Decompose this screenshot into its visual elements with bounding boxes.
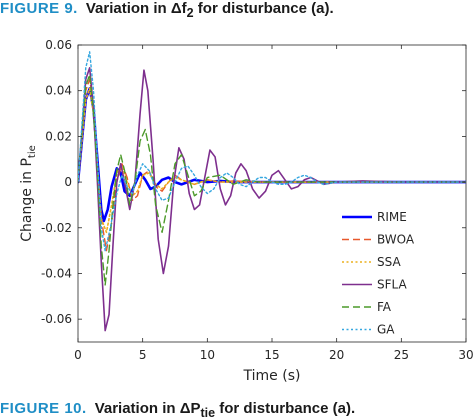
figure-caption-subscript: 2: [186, 6, 194, 20]
figure-caption: FIGURE 9. Variation in Δf2 for disturbanc…: [0, 0, 334, 20]
figure-caption-suffix: for disturbance (a).: [197, 0, 334, 17]
x-tick-label: 15: [264, 348, 279, 362]
next-figure-caption-suffix: for disturbance (a).: [219, 400, 356, 417]
legend-label-rime: RIME: [377, 210, 407, 224]
x-tick-label: 5: [139, 348, 147, 362]
y-tick-label: 0.02: [45, 129, 72, 143]
legend-label-fa: FA: [377, 300, 392, 314]
figure-label: FIGURE 9.: [0, 0, 78, 17]
y-tick-label: 0.04: [45, 84, 72, 98]
x-tick-label: 10: [200, 348, 215, 362]
plot-area: [77, 44, 467, 343]
series-line-ga: [78, 51, 466, 252]
y-tick-label: 0: [64, 175, 72, 189]
y-tick-label: 0.06: [45, 38, 72, 52]
y-tick-label: -0.06: [41, 312, 72, 326]
x-tick-label: 20: [329, 348, 344, 362]
plot-lines: [78, 51, 466, 332]
y-axis-label-main: Change in P: [19, 158, 35, 242]
legend-label-ga: GA: [377, 323, 395, 337]
legend-label-bwoa: BWOA: [377, 233, 415, 247]
axis-ticks: 0 5 10 15 20 25 30 0.06 0.04 0.02 0 -0.02 -0.04 -0.06: [41, 38, 474, 362]
axes-frame: [77, 44, 467, 343]
legend-label-ssa: SSA: [377, 255, 401, 269]
x-tick-label: 25: [394, 348, 409, 362]
next-figure-caption: FIGURE 10. Variation in ΔPtie for disturb…: [0, 400, 355, 420]
y-tick-label: -0.04: [41, 266, 72, 280]
figure-caption-text: Variation in Δf: [85, 0, 187, 17]
next-figure-caption-text: Variation in ΔP: [94, 400, 201, 417]
y-tick-label: -0.02: [41, 221, 72, 235]
next-figure-caption-subscript: tie: [200, 406, 216, 420]
y-axis-label: Change in Ptie: [19, 145, 38, 242]
y-axis-label-subscript: tie: [27, 145, 38, 158]
series-line-sfla: [78, 67, 466, 332]
series-line-fa: [78, 74, 466, 286]
legend-label-sfla: SFLA: [377, 278, 407, 292]
x-tick-label: 30: [458, 348, 473, 362]
next-figure-label: FIGURE 10.: [0, 400, 87, 417]
x-axis-label: Time (s): [243, 368, 301, 384]
legend: RIME BWOA SSA SFLA FA GA: [342, 210, 415, 337]
x-tick-label: 0: [74, 348, 82, 362]
